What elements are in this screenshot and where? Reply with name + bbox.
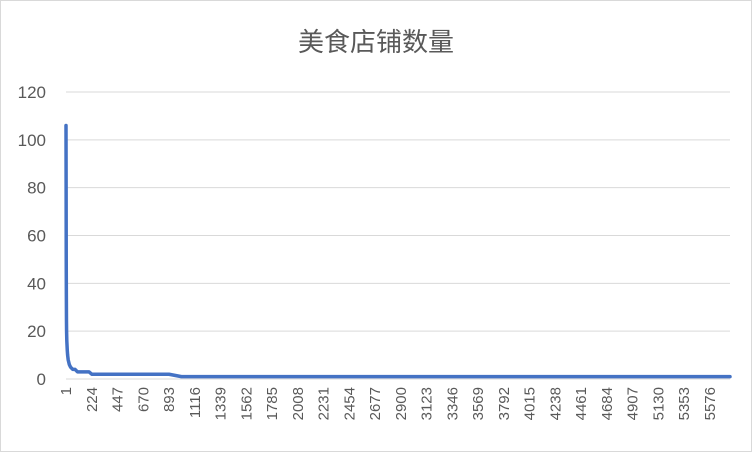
- chart-title: 美食店铺数量: [297, 28, 454, 58]
- x-tick-label: 4015: [522, 387, 539, 420]
- x-tick-label: 3792: [496, 387, 513, 420]
- x-tick-label: 4684: [599, 387, 616, 420]
- y-tick-label: 60: [27, 227, 46, 246]
- x-tick-label: 2454: [341, 387, 358, 420]
- x-tick-label: 2900: [393, 387, 410, 420]
- x-tick-label: 447: [110, 387, 127, 412]
- x-tick-label: 2008: [290, 387, 307, 420]
- x-tick-label: 893: [161, 387, 178, 412]
- y-tick-label: 80: [27, 179, 46, 198]
- x-tick-label: 1562: [238, 387, 255, 420]
- y-tick-label: 0: [37, 370, 46, 389]
- x-tick-label: 1: [58, 387, 75, 395]
- x-tick-label: 4907: [625, 387, 642, 420]
- x-tick-label: 3569: [470, 387, 487, 420]
- y-tick-label: 40: [27, 274, 46, 293]
- x-tick-label: 5353: [676, 387, 693, 420]
- y-tick-label: 120: [18, 83, 46, 102]
- y-tick-label: 100: [18, 131, 46, 150]
- x-tick-label: 2231: [316, 387, 333, 420]
- x-tick-label: 5130: [650, 387, 667, 420]
- x-tick-label: 224: [84, 387, 101, 412]
- x-tick-label: 4461: [573, 387, 590, 420]
- x-tick-label: 670: [135, 387, 152, 412]
- x-tick-label: 1116: [187, 387, 204, 418]
- x-tick-label: 3123: [419, 387, 436, 420]
- x-tick-label: 5576: [702, 387, 719, 420]
- x-tick-label: 1339: [213, 387, 230, 420]
- x-tick-label: 4238: [547, 387, 564, 420]
- x-tick-label: 2677: [367, 387, 384, 420]
- y-tick-label: 20: [27, 322, 46, 341]
- series-line-0: [64, 123, 732, 379]
- x-tick-label: 3346: [444, 387, 461, 420]
- x-tick-label: 1785: [264, 387, 281, 420]
